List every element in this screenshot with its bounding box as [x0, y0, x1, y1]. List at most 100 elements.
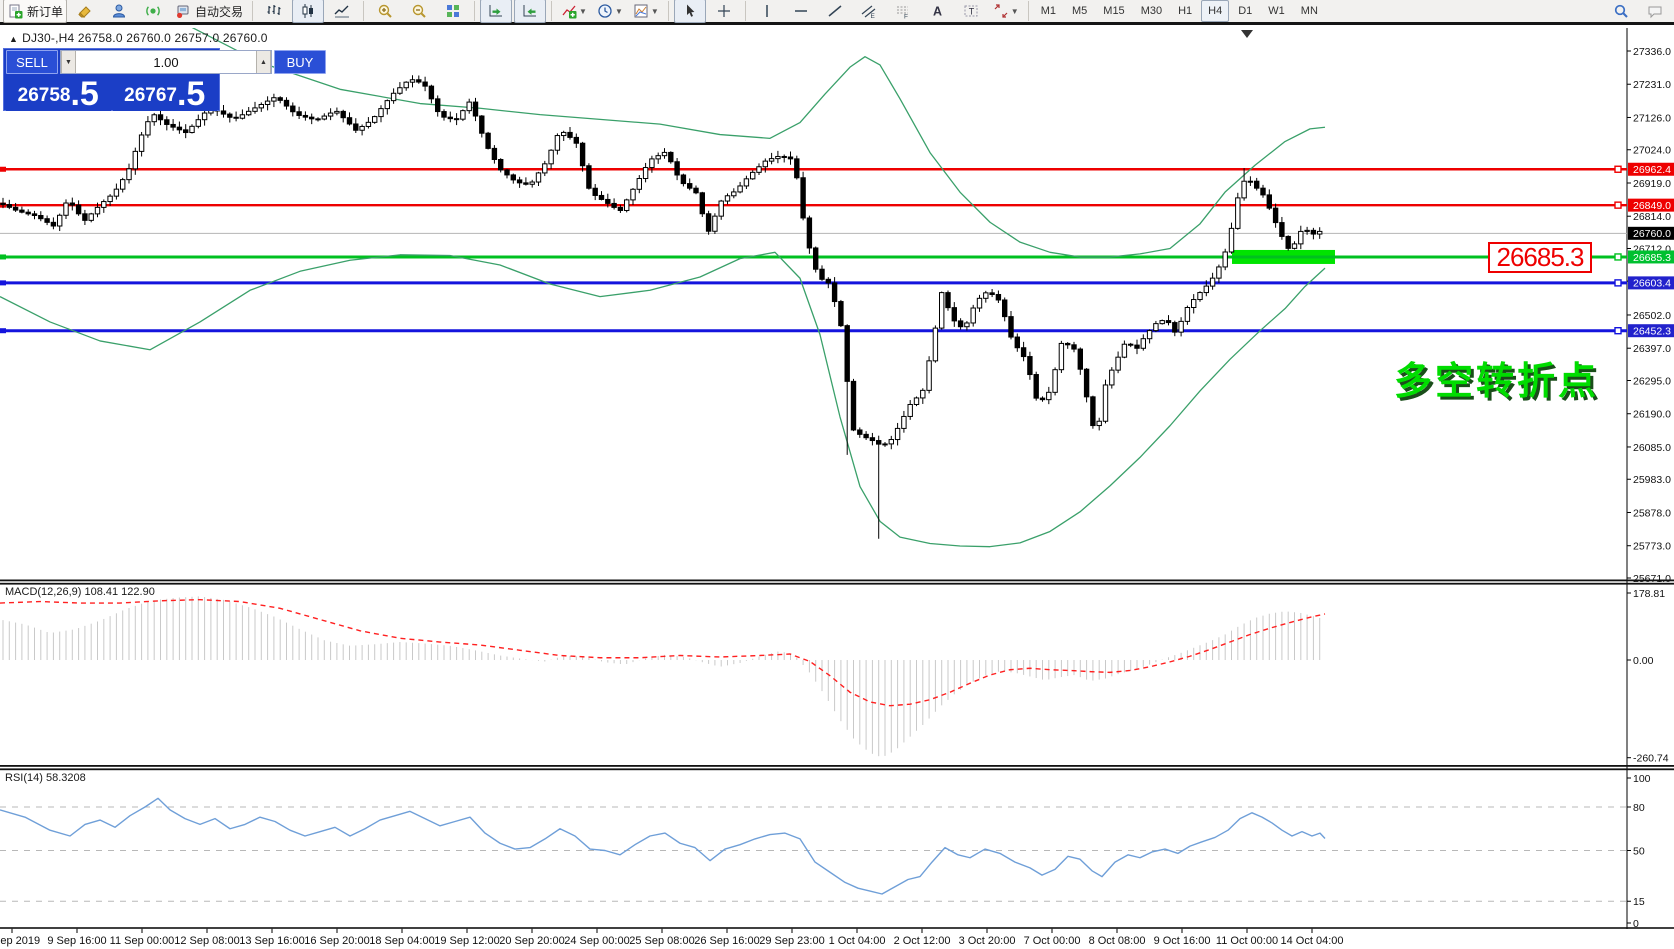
svg-text:26295.0: 26295.0 — [1633, 375, 1671, 387]
svg-text:-260.74: -260.74 — [1633, 752, 1669, 764]
timeframe-m1-button[interactable]: M1 — [1040, 5, 1056, 17]
svg-text:9 Oct 16:00: 9 Oct 16:00 — [1154, 935, 1211, 947]
svg-text:26849.0: 26849.0 — [1633, 200, 1671, 212]
timeframe-w1-button[interactable]: W1 — [1268, 5, 1285, 17]
indicators-button[interactable]: ▼ — [557, 0, 591, 23]
crosshair-icon — [716, 3, 732, 19]
new-order-button[interactable]: 新订单 — [3, 0, 68, 23]
svg-text:26397.0: 26397.0 — [1633, 343, 1671, 355]
accounts-button[interactable] — [103, 0, 135, 23]
turning-point-annotation[interactable]: 多空转折点 — [1394, 361, 1600, 403]
chat-icon — [1647, 3, 1663, 19]
buy-price-fraction: .5 — [176, 75, 206, 113]
chat-button[interactable] — [1639, 0, 1671, 23]
periods-button[interactable]: ▼ — [593, 0, 627, 23]
buy-button[interactable]: BUY — [274, 50, 326, 74]
signals-button[interactable] — [137, 0, 169, 23]
sell-price[interactable]: 26758.5 — [6, 75, 111, 111]
textT-icon: T — [963, 3, 979, 19]
linechart-icon — [334, 3, 350, 19]
rsi-pane[interactable] — [0, 797, 1627, 902]
timeframe-h1-button[interactable]: H1 — [1178, 5, 1193, 17]
price-callout-label[interactable]: 26685.3 — [1488, 242, 1592, 273]
buy-price[interactable]: 26767.5 — [112, 75, 217, 113]
equidistant-channel-button[interactable]: E — [853, 0, 885, 23]
collapse-panel-icon[interactable]: ▲ — [9, 34, 19, 44]
price-axis[interactable]: 27336.0 27231.0 27126.0 27024.0 26919.0 26814… — [1627, 46, 1674, 585]
svg-text:13 Sep 16:00: 13 Sep 16:00 — [239, 935, 304, 947]
lower-band-line — [0, 251, 1326, 548]
timeframe-d1-button[interactable]: D1 — [1238, 5, 1253, 17]
svg-text:5 Sep 2019: 5 Sep 2019 — [0, 935, 40, 947]
vline-icon — [759, 3, 775, 19]
text-button[interactable]: A — [921, 0, 953, 23]
trendline-button[interactable] — [819, 0, 851, 23]
macd-axis[interactable]: 178.81 0.00 -260.74 — [1627, 588, 1669, 765]
auto-trading-button[interactable]: 自动交易 — [171, 0, 247, 23]
clock-icon — [597, 3, 613, 19]
eraser-button[interactable] — [69, 0, 101, 23]
sell-button[interactable]: SELL — [6, 50, 58, 74]
tile-windows-button[interactable] — [437, 0, 469, 23]
volume-input[interactable] — [76, 51, 256, 73]
timeframe-m15-button[interactable]: M15 — [1103, 5, 1125, 17]
svg-text:26814.0: 26814.0 — [1633, 211, 1671, 223]
timeframe-h4-button[interactable]: H4 — [1201, 0, 1230, 22]
svg-text:15: 15 — [1633, 896, 1645, 908]
svg-text:11 Oct 00:00: 11 Oct 00:00 — [1216, 935, 1278, 947]
new-order-label: 新订单 — [27, 4, 64, 19]
zoom-out-button[interactable] — [403, 0, 435, 23]
svg-text:25671.0: 25671.0 — [1633, 573, 1671, 585]
candlesticks — [0, 75, 1323, 539]
svg-text:25878.0: 25878.0 — [1633, 507, 1671, 519]
eraser-icon — [77, 3, 93, 19]
timeframe-m30-button[interactable]: M30 — [1140, 5, 1163, 17]
volume-increase-button[interactable]: ▲ — [256, 51, 271, 73]
svg-text:E: E — [870, 13, 875, 19]
chart-shift-button[interactable] — [514, 0, 547, 23]
svg-text:29 Sep 23:00: 29 Sep 23:00 — [759, 935, 824, 947]
textA-icon: A — [929, 3, 945, 19]
crosshair-button[interactable] — [708, 0, 740, 23]
arrows-button[interactable]: ▼ — [989, 0, 1023, 23]
svg-text:27126.0: 27126.0 — [1633, 112, 1671, 124]
bar-chart-button[interactable] — [258, 0, 290, 23]
templates-button[interactable]: ▼ — [629, 0, 663, 23]
bars-icon — [266, 3, 282, 19]
chart-shift-marker — [1241, 30, 1253, 38]
fibonacci-button[interactable]: F — [887, 0, 919, 23]
price-pane[interactable] — [0, 0, 1627, 548]
svg-text:20 Sep 20:00: 20 Sep 20:00 — [499, 935, 564, 947]
svg-text:26603.4: 26603.4 — [1633, 278, 1671, 290]
svg-text:178.81: 178.81 — [1633, 588, 1665, 600]
vertical-line-button[interactable] — [751, 0, 783, 23]
timeframe-m5-button[interactable]: M5 — [1072, 5, 1088, 17]
macd-pane[interactable] — [0, 596, 1326, 757]
toolbar-separator — [667, 1, 669, 21]
sell-price-fraction: .5 — [70, 75, 99, 113]
svg-text:9 Sep 16:00: 9 Sep 16:00 — [47, 935, 106, 947]
timeframe-mn-button[interactable]: MN — [1300, 5, 1318, 17]
chart-title: ▲ DJ30-,H4 26758.0 26760.0 26757.0 26760.… — [9, 31, 268, 45]
horizontal-line-button[interactable] — [785, 0, 817, 23]
volume-decrease-button[interactable]: ▼ — [61, 51, 76, 73]
text-label-button[interactable]: T — [955, 0, 987, 23]
search-button[interactable] — [1605, 0, 1637, 23]
svg-text:26 Sep 16:00: 26 Sep 16:00 — [694, 935, 759, 947]
svg-text:18 Sep 04:00: 18 Sep 04:00 — [369, 935, 434, 947]
cursor-button[interactable] — [673, 0, 706, 23]
auto-scroll-button[interactable] — [480, 0, 513, 23]
candle-chart-button[interactable] — [292, 0, 325, 23]
shift-icon — [522, 3, 538, 19]
svg-text:26919.0: 26919.0 — [1633, 178, 1671, 190]
svg-text:7 Oct 00:00: 7 Oct 00:00 — [1024, 935, 1081, 947]
svg-text:19 Sep 12:00: 19 Sep 12:00 — [434, 935, 499, 947]
svg-text:8 Oct 08:00: 8 Oct 08:00 — [1089, 935, 1146, 947]
svg-text:14 Oct 04:00: 14 Oct 04:00 — [1281, 935, 1344, 947]
rsi-axis[interactable]: 100 80 50 15 0 — [1627, 773, 1651, 930]
line-chart-button[interactable] — [326, 0, 358, 23]
zoom-in-button[interactable] — [369, 0, 401, 23]
shapes-icon — [993, 3, 1009, 19]
